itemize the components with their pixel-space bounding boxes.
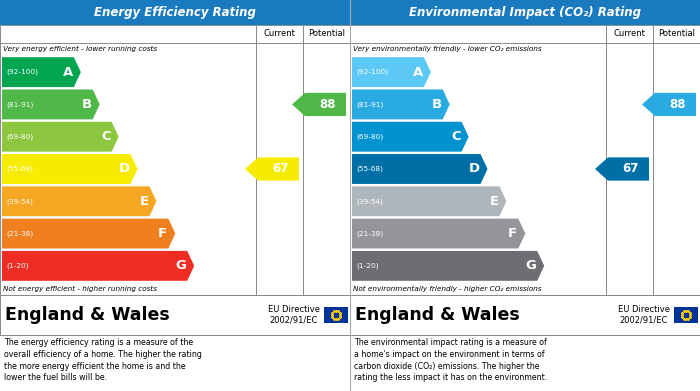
Text: (81-91): (81-91): [356, 101, 384, 108]
Text: (55-68): (55-68): [356, 166, 383, 172]
Bar: [0, 295, 350, 335]
Text: E: E: [139, 195, 148, 208]
Bar: [350, 25, 700, 295]
Text: Potential: Potential: [308, 29, 345, 38]
Text: (1-20): (1-20): [6, 263, 29, 269]
Text: (21-38): (21-38): [356, 230, 384, 237]
Text: A: A: [412, 66, 423, 79]
Polygon shape: [352, 57, 430, 87]
Text: Environmental Impact (CO₂) Rating: Environmental Impact (CO₂) Rating: [409, 6, 641, 19]
Text: The environmental impact rating is a measure of
a home's impact on the environme: The environmental impact rating is a mea…: [354, 338, 547, 382]
Text: 88: 88: [669, 98, 685, 111]
Text: (21-38): (21-38): [6, 230, 34, 237]
Text: A: A: [62, 66, 73, 79]
Polygon shape: [245, 157, 299, 181]
Text: (92-100): (92-100): [356, 69, 388, 75]
Polygon shape: [2, 219, 175, 249]
Polygon shape: [2, 251, 194, 281]
Text: EU Directive
2002/91/EC: EU Directive 2002/91/EC: [618, 305, 670, 325]
Polygon shape: [2, 187, 156, 216]
Polygon shape: [352, 251, 544, 281]
Bar: [324, 307, 348, 323]
Text: England & Wales: England & Wales: [5, 306, 169, 324]
Text: 67: 67: [272, 163, 288, 176]
Text: Very environmentally friendly - lower CO₂ emissions: Very environmentally friendly - lower CO…: [353, 45, 542, 52]
Text: C: C: [451, 130, 461, 143]
Text: 88: 88: [319, 98, 335, 111]
Text: (69-80): (69-80): [356, 133, 384, 140]
Bar: [0, 0, 350, 25]
Text: Not environmentally friendly - higher CO₂ emissions: Not environmentally friendly - higher CO…: [353, 285, 542, 292]
Text: G: G: [525, 259, 536, 273]
Text: B: B: [432, 98, 442, 111]
Polygon shape: [352, 90, 449, 119]
Text: (39-54): (39-54): [6, 198, 33, 204]
Polygon shape: [595, 157, 649, 181]
Text: Current: Current: [614, 29, 645, 38]
Text: Energy Efficiency Rating: Energy Efficiency Rating: [94, 6, 256, 19]
Text: (69-80): (69-80): [6, 133, 34, 140]
Text: Not energy efficient - higher running costs: Not energy efficient - higher running co…: [3, 285, 157, 292]
Text: (92-100): (92-100): [6, 69, 38, 75]
Text: F: F: [508, 227, 517, 240]
Bar: [674, 307, 698, 323]
Text: C: C: [101, 130, 111, 143]
Text: B: B: [82, 98, 92, 111]
Bar: [0, 25, 350, 295]
Text: England & Wales: England & Wales: [355, 306, 519, 324]
Text: Potential: Potential: [658, 29, 695, 38]
Text: EU Directive
2002/91/EC: EU Directive 2002/91/EC: [268, 305, 320, 325]
Text: (1-20): (1-20): [356, 263, 379, 269]
Polygon shape: [2, 90, 99, 119]
Text: E: E: [489, 195, 498, 208]
Text: (39-54): (39-54): [356, 198, 383, 204]
Polygon shape: [352, 219, 525, 249]
Polygon shape: [2, 57, 80, 87]
Text: Very energy efficient - lower running costs: Very energy efficient - lower running co…: [3, 45, 157, 52]
Text: G: G: [175, 259, 186, 273]
Text: The energy efficiency rating is a measure of the
overall efficiency of a home. T: The energy efficiency rating is a measur…: [4, 338, 202, 382]
Polygon shape: [292, 93, 346, 116]
Bar: [350, 295, 700, 335]
Text: (55-68): (55-68): [6, 166, 33, 172]
Polygon shape: [642, 93, 696, 116]
Bar: [350, 0, 700, 25]
Text: Current: Current: [264, 29, 295, 38]
Text: D: D: [118, 163, 130, 176]
Polygon shape: [2, 122, 118, 152]
Text: D: D: [468, 163, 480, 176]
Polygon shape: [352, 154, 487, 184]
Text: F: F: [158, 227, 167, 240]
Text: (81-91): (81-91): [6, 101, 34, 108]
Polygon shape: [2, 154, 137, 184]
Polygon shape: [352, 122, 468, 152]
Text: 67: 67: [622, 163, 638, 176]
Polygon shape: [352, 187, 506, 216]
